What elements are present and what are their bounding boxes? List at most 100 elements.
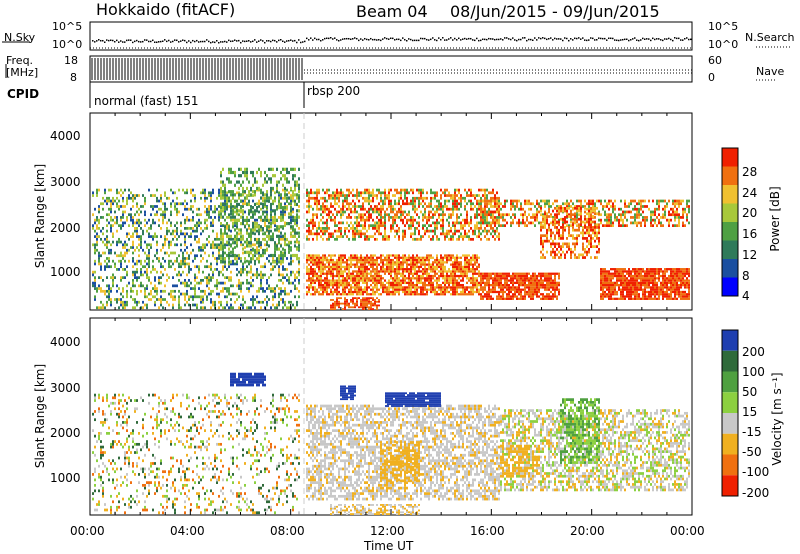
heatmap-cell [120,188,122,192]
heatmap-cell [92,273,94,277]
heatmap-cell [278,268,280,271]
nsky-point [140,41,142,43]
heatmap-cell [106,196,108,200]
heatmap-cell [422,281,424,285]
heatmap-cell [340,293,342,296]
heatmap-cell [280,289,282,293]
heatmap-cell [132,284,134,288]
heatmap-cell [404,261,406,264]
nsky-point [668,37,670,40]
heatmap-cell [308,199,310,203]
heatmap-cell [272,289,274,293]
heatmap-cell [460,265,462,269]
heatmap-cell [338,268,340,271]
heatmap-cell [396,288,398,291]
heatmap-cell [278,196,280,200]
heatmap-cell [272,295,274,299]
heatmap-cell [330,265,332,269]
heatmap-cell [156,298,158,301]
heatmap-cell [404,254,406,257]
heatmap-cell [220,194,222,197]
heatmap-cell [360,274,362,278]
heatmap-cell [264,170,266,175]
heatmap-cell [324,221,326,225]
heatmap-cell [476,290,478,294]
heatmap-cell [504,205,506,208]
heatmap-cell [398,202,400,206]
heatmap-cell [330,261,332,264]
heatmap-cell [316,191,318,195]
heatmap-cell [102,196,104,200]
heatmap-cell [112,202,114,206]
heatmap-cell [250,306,252,310]
heatmap-cell [380,224,382,228]
heatmap-cell [430,188,432,192]
heatmap-cell [142,232,144,236]
heatmap-cell [350,191,352,195]
heatmap-cell [244,167,246,171]
heatmap-cell [258,199,260,203]
heatmap-cell [92,227,94,230]
heatmap-cell [332,302,334,305]
heatmap-cell [442,258,444,262]
heatmap-cell [326,221,328,225]
heatmap-cell [346,202,348,206]
heatmap-cell [274,196,276,200]
heatmap-cell [362,302,364,305]
heatmap-cell [376,229,378,233]
heatmap-cell [424,270,426,273]
heatmap-cell [422,199,424,203]
heatmap-cell [390,227,392,230]
heatmap-cell [96,232,98,236]
heatmap-cell [196,227,198,230]
heatmap-cell [460,261,462,264]
heatmap-cell [170,205,172,208]
heatmap-cell [336,272,338,275]
heatmap-cell [442,265,444,269]
heatmap-cell [262,251,264,255]
heatmap-cell [444,293,446,296]
heatmap-cell [384,227,386,230]
heatmap-cell [258,287,260,290]
heatmap-cell [150,243,152,247]
heatmap-cell [416,288,418,291]
heatmap-cell [484,235,486,238]
heatmap-cell [358,288,360,291]
nsky-point [250,41,252,43]
heatmap-cell [316,202,318,206]
heatmap-cell [354,265,356,269]
heatmap-cell [388,199,390,203]
heatmap-cell [378,256,380,259]
heatmap-cell [406,221,408,225]
heatmap-cell [350,216,352,219]
heatmap-cell [354,235,356,238]
heatmap-cell [278,206,280,210]
heatmap-cell [404,235,406,238]
heatmap-cell [148,257,150,260]
heatmap-cell [134,270,136,274]
heatmap-cell [252,194,254,197]
heatmap-cell [424,224,426,228]
heatmap-cell [440,196,442,200]
heatmap-cell [398,268,400,271]
heatmap-cell [454,268,456,271]
heatmap-cell [208,240,210,244]
heatmap-cell [284,174,286,178]
nsky-point [686,37,688,39]
heatmap-cell [322,263,324,266]
heatmap-cell [244,190,246,194]
heatmap-cell [410,216,412,219]
heatmap-cell [228,237,230,241]
heatmap-cell [364,297,366,300]
heatmap-cell [240,303,242,307]
heatmap-cell [336,286,338,289]
heatmap-cell [306,261,308,264]
heatmap-cell [506,213,508,217]
heatmap-cell [430,279,432,282]
heatmap-cell [422,213,424,217]
heatmap-cell [102,216,104,219]
heatmap-cell [326,199,328,203]
heatmap-cell [194,199,196,203]
heatmap-cell [380,277,382,280]
heatmap-cell [248,250,250,254]
